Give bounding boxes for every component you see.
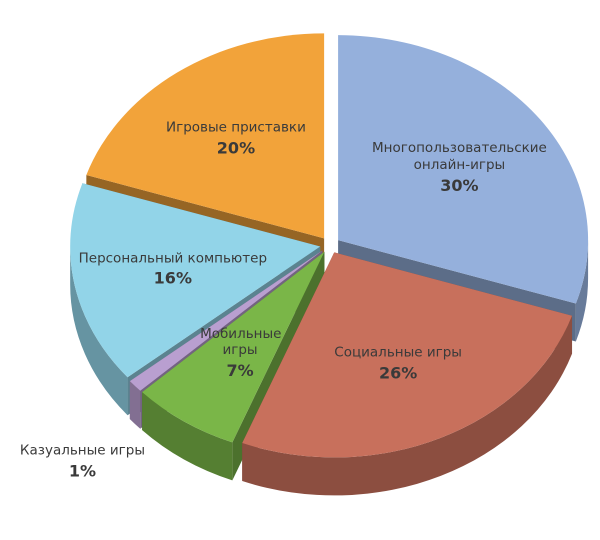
slice-label: Игровые приставки 20% [136,119,336,158]
pie-slice [338,35,589,304]
pie-slice [242,252,573,458]
value-label: 30% [440,175,479,195]
pie-slice [70,183,321,378]
category-label: Мобильные игры [200,325,282,359]
slice-label: Персональный компьютер 16% [73,250,273,289]
slice-label: Казуальные игры 1% [0,443,182,482]
pie-slice [86,33,325,239]
value-label: 26% [378,363,418,383]
value-label: 16% [153,269,192,289]
category-label: Казуальные игры [19,442,145,459]
value-label: 20% [216,138,256,158]
category-label: Социальные игры [334,344,462,361]
category-label: Многопользовательские онлайн-игры [372,140,547,173]
slice-wall [70,246,128,416]
pie-slice [129,250,323,391]
slice-wall [242,315,573,496]
slice-label: Мобильные игры 7% [200,325,282,382]
slice-wall [129,381,141,429]
category-label: Игровые приставки [166,119,306,136]
value-label: 1% [68,461,97,481]
value-label: 7% [226,361,254,381]
slice-wall [142,392,233,481]
slice-label: Многопользовательские онлайн-игры 30% [359,140,559,196]
category-label: Персональный компьютер [78,250,268,267]
slice-wall [575,240,589,342]
pie-slice [142,251,325,443]
slice-label: Социальные игры 26% [298,344,498,383]
